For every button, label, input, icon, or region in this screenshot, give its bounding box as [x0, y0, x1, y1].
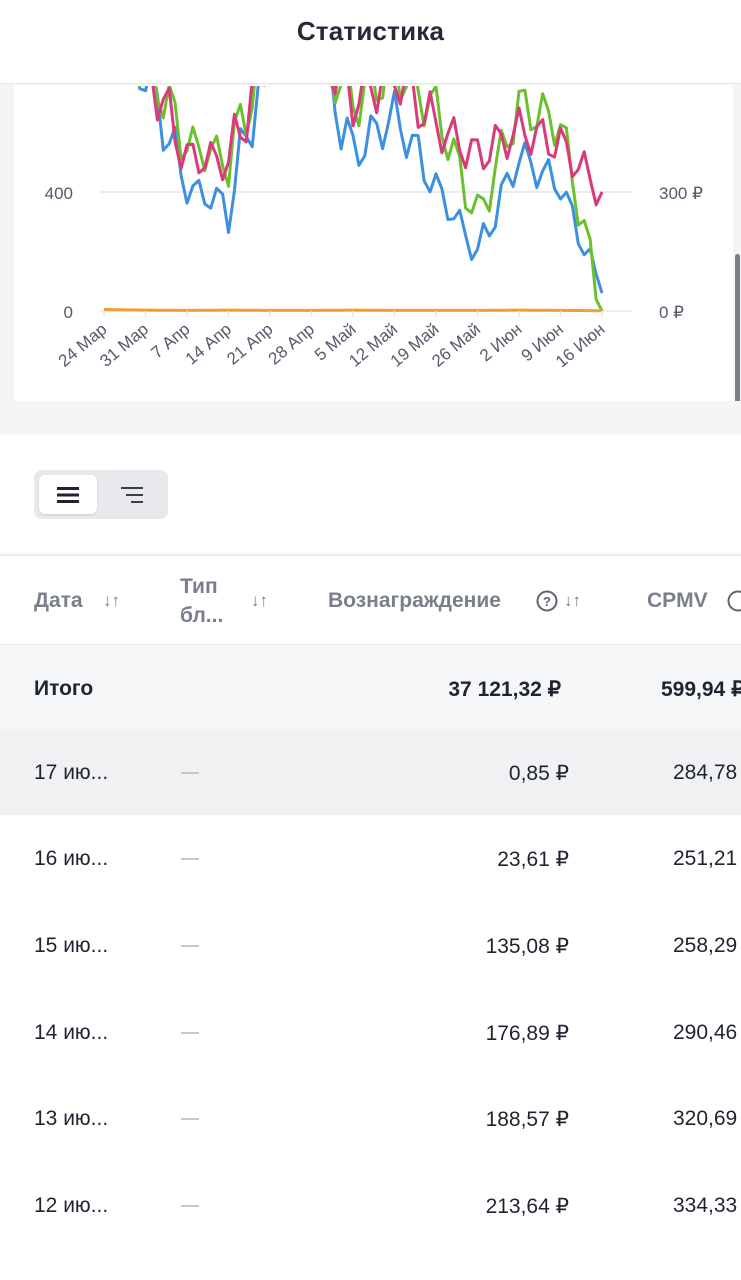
column-header-date[interactable]: Дата [34, 589, 83, 612]
table-row[interactable]: 16 ию... 23,61 ₽ 251,21 [0, 815, 741, 901]
y-tick-label-right: 0 ₽ [659, 303, 684, 322]
column-header-cpmv[interactable]: CPMV [647, 589, 708, 612]
page-scrollbar[interactable] [735, 254, 740, 454]
y-tick-label-right: 300 ₽ [659, 184, 703, 203]
row-date: 16 ию... [34, 847, 109, 870]
row-type-empty [181, 1032, 199, 1034]
column-header-type-line2[interactable]: бл... [180, 604, 224, 627]
help-icon[interactable] [727, 590, 741, 612]
page-title: Статистика [296, 16, 445, 46]
view-option-list[interactable] [39, 475, 97, 514]
x-tick-label: 21 Апр [223, 320, 276, 369]
table-row[interactable]: 13 ию... 188,57 ₽ 320,69 [0, 1075, 741, 1161]
series-line[interactable] [103, 308, 602, 313]
svg-text:?: ? [543, 594, 551, 609]
row-type-empty [181, 858, 199, 860]
row-date: 12 ию... [34, 1194, 109, 1217]
total-reward: 37 121,32 ₽ [448, 678, 561, 701]
view-toggle[interactable] [34, 470, 168, 519]
y-tick-label-left: 0 [64, 303, 73, 322]
table-row[interactable]: 15 ию... 135,08 ₽ 258,29 [0, 902, 741, 988]
sort-icon[interactable]: ↓↑ [103, 591, 120, 610]
row-cpmv: 320,69 [673, 1107, 738, 1130]
table-total-row: Итого 37 121,32 ₽ 599,94 ₽ [0, 645, 741, 731]
row-type-empty [181, 1205, 199, 1207]
y-tick-label-left: 400 [45, 184, 73, 203]
statistics-table: Дата ↓↑ Тип бл... ↓↑ Вознаграждение ? ↓↑… [0, 555, 741, 1280]
view-option-tree[interactable] [104, 475, 162, 514]
row-reward: 23,61 ₽ [497, 848, 569, 871]
series-line[interactable] [104, 0, 604, 294]
view-controls [0, 435, 741, 553]
total-cpmv: 599,94 ₽ [661, 678, 741, 701]
row-date: 15 ию... [34, 934, 109, 957]
row-reward: 0,85 ₽ [508, 762, 569, 785]
row-cpmv: 284,78 [673, 761, 738, 784]
row-date: 17 ию... [34, 761, 109, 784]
row-reward: 135,08 ₽ [485, 935, 569, 958]
column-header-type-line1[interactable]: Тип [180, 575, 218, 598]
row-cpmv: 258,29 [673, 934, 738, 957]
x-tick-label: 2 Июн [476, 320, 525, 366]
row-reward: 176,89 ₽ [485, 1022, 569, 1045]
series-line[interactable] [104, 0, 604, 207]
x-tick-label: 14 Апр [182, 320, 235, 369]
list-icon [57, 486, 79, 503]
row-date: 13 ию... [34, 1107, 109, 1130]
row-type-empty [181, 1118, 199, 1120]
table-row[interactable]: 17 ию... 0,85 ₽ 284,78 [0, 729, 741, 815]
sort-icon[interactable]: ↓↑ [251, 591, 268, 610]
row-cpmv: 334,33 [673, 1194, 738, 1217]
table-header: Дата ↓↑ Тип бл... ↓↑ Вознаграждение ? ↓↑… [0, 555, 741, 645]
row-cpmv: 290,46 [673, 1021, 738, 1044]
row-reward: 188,57 ₽ [485, 1108, 569, 1131]
total-label: Итого [34, 677, 94, 700]
row-type-empty [181, 772, 199, 774]
tree-view-icon [121, 486, 143, 503]
top-bar: Статистика [0, 0, 741, 84]
sort-icon[interactable]: ↓↑ [564, 591, 581, 610]
section-divider [0, 401, 741, 435]
x-tick-label: 28 Апр [265, 320, 318, 369]
statistics-chart[interactable]: 400 0 300 ₽0 ₽24 Мар 31 Мар 7 Апр 14 Апр 21 Ап… [14, 85, 733, 401]
row-reward: 213,64 ₽ [485, 1195, 569, 1218]
column-header-reward[interactable]: Вознаграждение [328, 589, 501, 612]
help-icon[interactable]: ? [536, 590, 558, 612]
table-row[interactable]: 14 ию... 176,89 ₽ 290,46 [0, 989, 741, 1075]
row-type-empty [181, 945, 199, 947]
table-row[interactable]: 12 ию... 213,64 ₽ 334,33 [0, 1162, 741, 1248]
row-date: 14 ию... [34, 1021, 109, 1044]
row-cpmv: 251,21 [673, 847, 738, 870]
